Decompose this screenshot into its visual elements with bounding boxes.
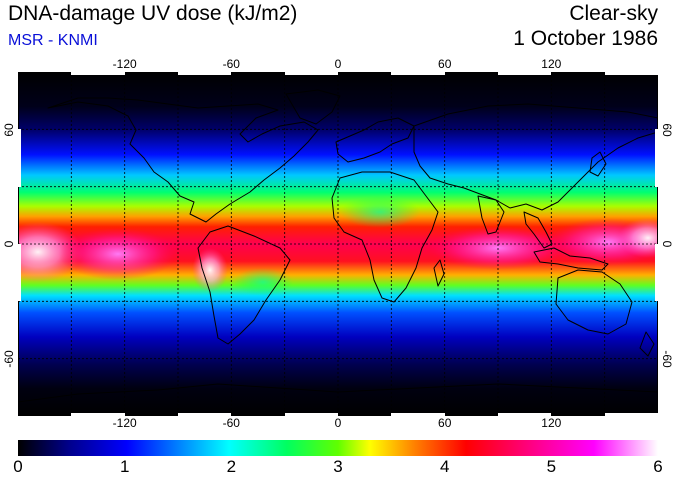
colorbar xyxy=(18,440,658,456)
colorbar-label: 2 xyxy=(226,457,237,476)
map-border xyxy=(18,72,658,416)
coast-indonesia xyxy=(533,247,609,271)
colorbar-label: 6 xyxy=(653,457,663,476)
coastlines xyxy=(18,89,658,403)
coast-southeast-asia xyxy=(523,211,553,249)
top-lon-label: -120 xyxy=(113,57,137,71)
coast-australia xyxy=(555,269,633,335)
coast-new-zealand xyxy=(639,331,655,357)
coast-asia xyxy=(413,103,658,211)
coast-europe xyxy=(335,117,415,163)
colorbar-label: 5 xyxy=(546,457,557,476)
bottom-lon-label: -120 xyxy=(113,416,137,430)
colorbar-label: 4 xyxy=(439,457,450,476)
coast-africa xyxy=(331,171,439,303)
uv-dose-map xyxy=(18,72,658,416)
left-lat-label: 0 xyxy=(2,240,16,247)
coast-south-america xyxy=(197,225,291,345)
top-lon-label: -60 xyxy=(223,57,241,71)
colorbar-label: 1 xyxy=(119,457,130,476)
cool-patch-america xyxy=(233,268,293,296)
coast-madagascar xyxy=(433,259,445,287)
cool-patch-africa xyxy=(340,196,420,228)
bottom-lon-label: 60 xyxy=(438,416,452,430)
map-svg xyxy=(18,72,658,416)
coast-greenland xyxy=(285,89,341,125)
date-label: 1 October 1986 xyxy=(513,27,658,50)
coast-north-america xyxy=(47,97,319,223)
hotspot-pacific-east xyxy=(58,228,178,280)
colorbar-gradient xyxy=(18,440,658,456)
source-label: MSR - KNMI xyxy=(8,32,98,49)
left-lat-label: 60 xyxy=(2,123,16,137)
top-lon-label: 120 xyxy=(541,57,561,71)
map-title: DNA-damage UV dose (kJ/m2) xyxy=(8,2,298,25)
bottom-lon-label: 120 xyxy=(541,416,561,430)
sky-condition-label: Clear-sky xyxy=(569,2,658,25)
coast-india xyxy=(477,195,505,235)
left-lat-label: -60 xyxy=(2,350,16,368)
top-lon-label: 0 xyxy=(335,57,342,71)
bottom-lon-label: -60 xyxy=(223,416,241,430)
coast-antarctica xyxy=(18,383,658,403)
bottom-lon-label: 0 xyxy=(335,416,342,430)
hotspot-andes xyxy=(192,248,228,292)
right-lat-label: 60 xyxy=(660,123,674,137)
hotspot-date-line xyxy=(618,218,658,258)
top-lon-label: 60 xyxy=(438,57,452,71)
coast-japan xyxy=(589,151,607,177)
right-lat-label: 0 xyxy=(660,241,674,248)
right-lat-label: -60 xyxy=(660,350,674,368)
colorbar-label: 0 xyxy=(13,457,23,476)
colorbar-label: 3 xyxy=(333,457,343,476)
